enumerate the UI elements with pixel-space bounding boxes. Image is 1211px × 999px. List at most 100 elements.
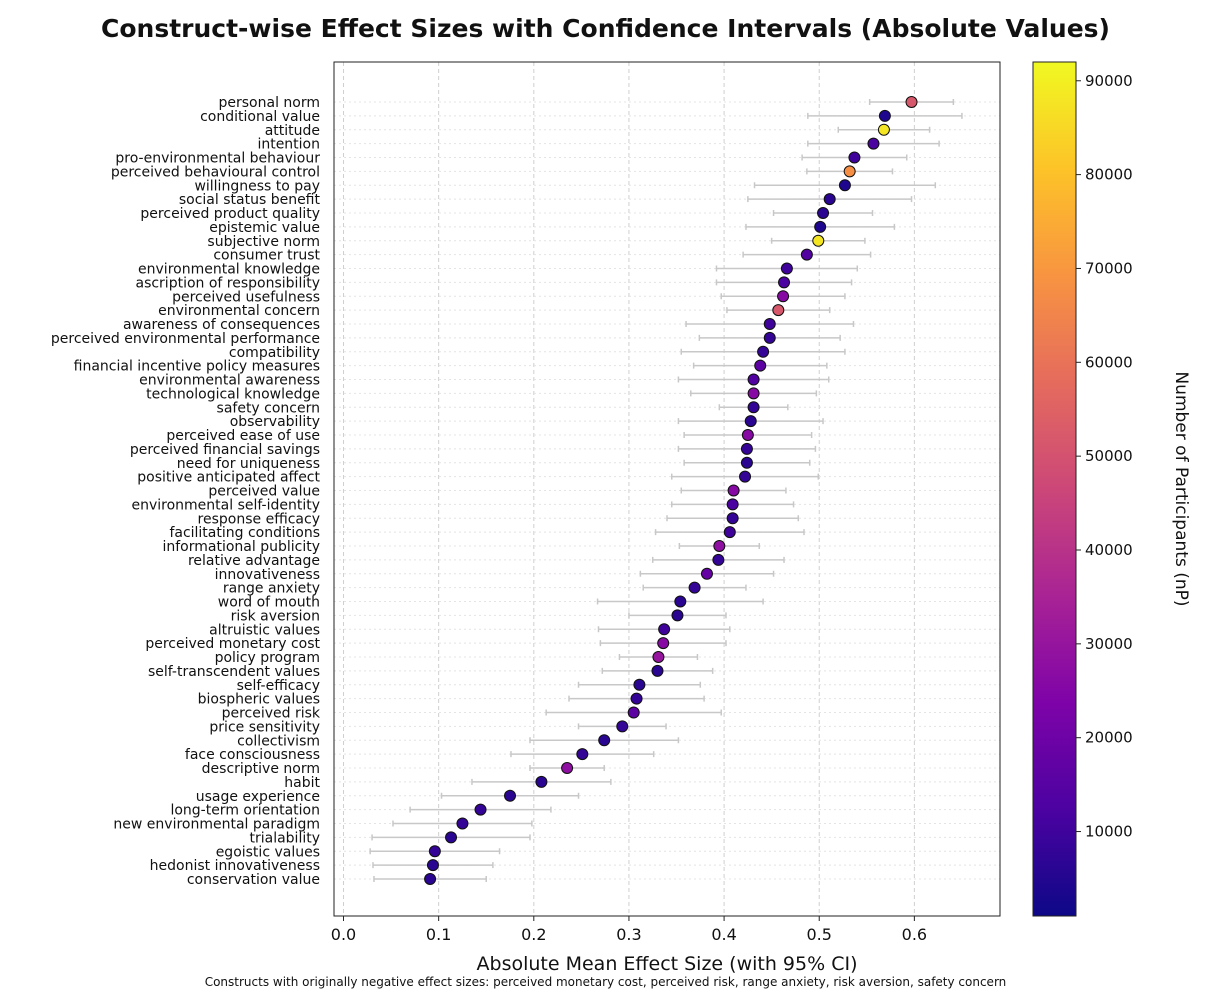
data-point [658,623,671,636]
y-tick-label: egoistic values [216,844,320,860]
colorbar-label: Number of Participants (nP) [1171,371,1191,606]
data-point [812,234,825,247]
colorbar-tick-label: 40000 [1085,541,1133,559]
colorbar-tick-label: 90000 [1085,72,1133,90]
data-point [616,720,629,733]
x-tick-label: 0.6 [902,925,927,944]
data-point [747,401,760,414]
y-tick-label: word of mouth [218,595,320,611]
data-point [713,540,726,552]
data-point [700,567,713,580]
colorbar-tick-label: 60000 [1085,353,1133,371]
data-point [426,859,439,872]
x-tick-label: 0.0 [331,925,356,944]
data-point [739,470,752,483]
data-point [651,664,664,677]
y-tick-label: range anxiety [223,581,320,597]
y-tick-label: attitude [265,123,320,139]
y-tick-label: subjective norm [207,234,320,250]
y-tick-label: awareness of consequences [123,317,320,333]
y-tick-label: risk aversion [231,608,320,624]
y-tick-label: altruistic values [209,622,320,638]
data-point [754,359,767,372]
x-tick-label: 0.5 [807,925,832,944]
data-point [726,498,739,511]
y-tick-label: conditional value [200,109,320,125]
data-point [428,845,441,858]
y-tick-label: self-efficacy [237,678,320,694]
data-point [424,873,437,885]
y-tick-label: perceived environmental performance [51,331,320,347]
y-tick-label: perceived monetary cost [145,636,320,652]
colorbar-tick-label: 30000 [1085,635,1133,653]
data-point [757,345,770,358]
y-tick-label: trialability [249,830,320,846]
y-tick-label: environmental concern [158,303,320,319]
y-tick-label: compatibility [229,345,320,361]
data-point [848,151,861,164]
footnote: Constructs with originally negative effe… [204,975,1007,989]
y-tick-label: innovativeness [215,567,320,583]
data-point [671,609,684,622]
x-tick-labels: 0.0 0.1 0.2 0.3 0.4 0.5 0.6 [331,916,927,944]
data-point [740,456,753,469]
y-tick-label: perceived risk [222,706,321,722]
x-tick-label: 0.2 [521,925,546,944]
colorbar-ticks: 10000 20000 30000 40000 50000 60000 70000 80000… [1076,72,1133,841]
y-tick-label: perceived ease of use [166,428,320,444]
data-point [838,179,851,192]
y-tick-label: observability [230,414,320,430]
y-tick-label: face consciousness [185,747,320,763]
y-tick-label: usage experience [196,789,320,805]
y-tick-label: environmental self-identity [131,497,320,513]
data-point [740,442,753,455]
y-tick-label: financial incentive policy measures [74,359,320,375]
data-point [727,484,740,497]
y-tick-label: hedonist innovativeness [150,858,320,874]
x-tick-label: 0.4 [711,925,736,944]
y-tick-label: environmental knowledge [138,262,320,278]
y-tick-label: epistemic value [209,220,320,236]
data-point [504,789,517,802]
data-point [657,637,670,650]
data-point [747,373,760,386]
y-tick-label: perceived product quality [140,206,320,222]
y-tick-label: need for uniqueness [177,456,320,472]
y-tick-label: willingness to pay [194,178,320,194]
y-tick-label: informational publicity [162,539,320,555]
y-tick-label: price sensitivity [209,719,320,735]
y-tick-label: self-transcendent values [148,664,320,680]
x-axis-label: Absolute Mean Effect Size (with 95% CI) [477,953,858,975]
data-point [878,109,891,122]
confidence-intervals [369,99,963,882]
data-point [652,651,665,663]
y-tick-label: technological knowledge [146,386,320,402]
y-tick-label: personal norm [219,95,321,111]
data-point [747,387,760,400]
colorbar-tick-label: 50000 [1085,447,1133,465]
y-tick-label: consumer trust [213,248,320,264]
data-point [763,318,776,330]
y-tick-label: intention [257,137,320,153]
colorbar [1032,61,1077,917]
y-tick-label: habit [284,775,320,791]
y-tick-label: positive anticipated affect [137,470,320,486]
y-tick-label: descriptive norm [202,761,320,777]
data-point [576,748,589,761]
y-tick-label: perceived value [208,484,320,500]
x-tick-label: 0.3 [616,925,641,944]
data-point [630,692,643,705]
y-tick-label: perceived financial savings [130,442,320,458]
data-points [424,96,918,885]
data-point [877,123,890,136]
data-point [474,803,487,816]
data-point [456,817,469,830]
y-tick-label: collectivism [237,733,320,749]
plot-area-frame [333,61,1001,917]
y-tick-label: perceived usefulness [172,289,320,305]
data-point [726,512,739,525]
data-point [772,304,785,317]
y-tick-label: safety concern [217,400,320,416]
y-tick-label: biospheric values [198,692,320,708]
